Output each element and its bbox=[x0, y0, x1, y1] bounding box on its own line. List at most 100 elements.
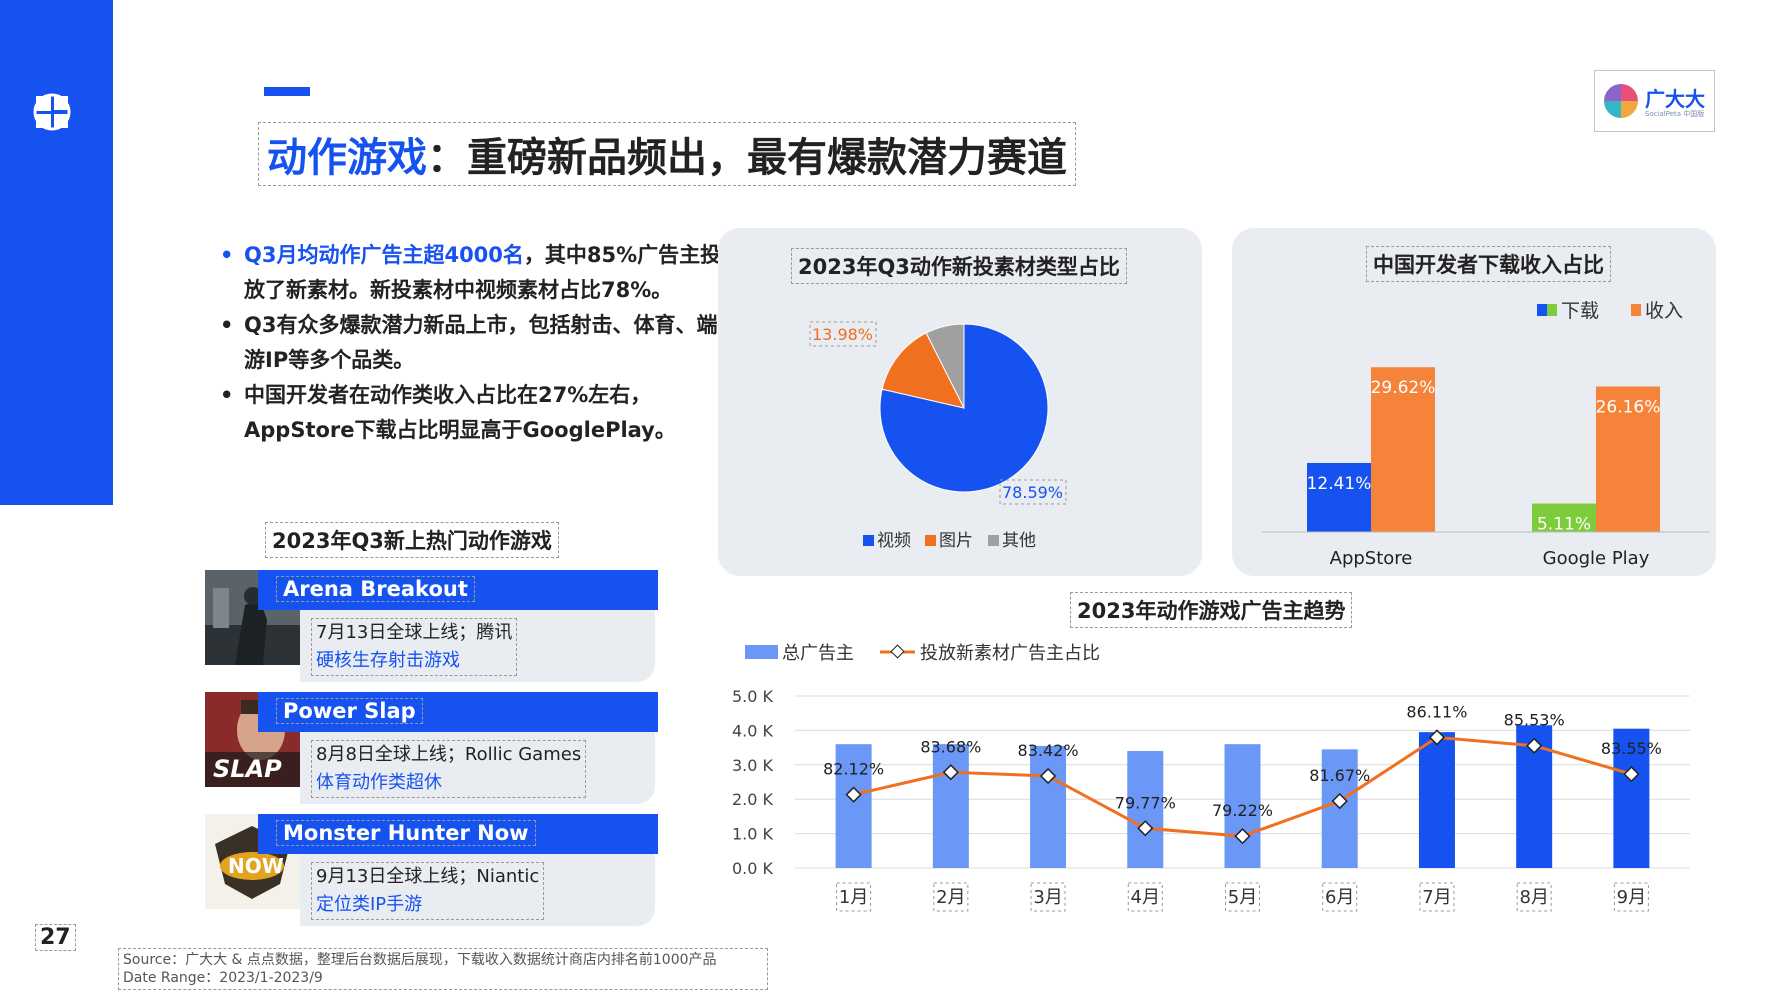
title-highlight: 动作游戏 bbox=[267, 135, 427, 181]
game-name: Monster Hunter Now bbox=[276, 820, 536, 846]
trend-xtick-box bbox=[1419, 882, 1455, 912]
trend-bar bbox=[1030, 745, 1067, 868]
game-launch: 7月13日全球上线；腾讯 bbox=[316, 622, 513, 643]
page-title: 动作游戏 ：重磅新品频出，最有爆款潜力赛道 bbox=[258, 122, 1076, 186]
trend-legend-label: 投放新素材广告主占比 bbox=[920, 643, 1100, 664]
game-info: 8月8日全球上线；Rollic Games 体育动作类超休 bbox=[311, 740, 587, 798]
bar-data-label: 12.41% bbox=[1307, 474, 1372, 494]
game-card-power-slap[interactable]: SLAP Power Slap 8月8日全球上线；Rollic Games 体育… bbox=[205, 692, 658, 804]
trend-marker bbox=[1137, 820, 1154, 837]
pie-legend-label: 其他 bbox=[1002, 531, 1036, 551]
bar-revenue bbox=[1371, 367, 1435, 532]
trend-data-label: 85.53% bbox=[1504, 711, 1565, 730]
trend-data-label: 82.12% bbox=[823, 760, 884, 779]
bar-download bbox=[1532, 503, 1596, 532]
game-name-bar: Arena Breakout bbox=[258, 570, 658, 610]
trend-legend-swatch bbox=[745, 645, 778, 659]
trend-xtick-label: 8月 bbox=[1519, 887, 1548, 908]
trend-xtick-box bbox=[1613, 882, 1649, 912]
bar-title: 中国开发者下载收入占比 bbox=[1366, 246, 1611, 282]
trend-xtick-box bbox=[933, 882, 969, 912]
pie-slice bbox=[881, 332, 965, 409]
pie-data-label: 13.98% bbox=[812, 325, 873, 344]
pie-data-label-box bbox=[999, 479, 1067, 505]
advertiser-trend-chart: 0.0 K 1.0 K 2.0 K 3.0 K 4.0 K 5.0 K 1月 2月 3月 4月 5月… bbox=[732, 643, 1690, 912]
pie-title: 2023年Q3动作新投素材类型占比 bbox=[791, 248, 1127, 284]
brand-logo-icon bbox=[1604, 84, 1638, 118]
bullet-dot-icon: • bbox=[220, 383, 234, 407]
bullet-item: • 中国开发者在动作类收入占比在27%左右，AppStore下载占比明显高于Go… bbox=[214, 378, 734, 448]
bullet-list: • Q3月均动作广告主超4000名，其中85%广告主投放了新素材。新投素材中视频… bbox=[214, 238, 734, 448]
trend-data-label: 83.42% bbox=[1018, 741, 1079, 760]
bullet-text: ，其中85%广告主投放了新素材。新投素材中视频素材占比78%。 bbox=[244, 243, 722, 302]
side-band bbox=[0, 0, 113, 505]
game-genre: 硬核生存射击游戏 bbox=[316, 650, 460, 671]
trend-ytick-label: 3.0 K bbox=[732, 756, 774, 775]
pie-legend-swatch bbox=[925, 535, 936, 546]
trend-bar bbox=[1613, 728, 1650, 868]
game-name-bar: Monster Hunter Now bbox=[258, 814, 658, 854]
pie-legend-swatch bbox=[863, 535, 874, 546]
bar-data-label: 26.16% bbox=[1596, 397, 1661, 417]
trend-marker bbox=[1623, 765, 1640, 783]
game-card-arena-breakout[interactable]: Arena Breakout 7月13日全球上线；腾讯 硬核生存射击游戏 bbox=[205, 570, 658, 682]
bar-legend-swatch bbox=[1631, 304, 1641, 316]
source-note: Source：广大大 & 点点数据，整理后台数据后展现，下载收入数据统计商店内排… bbox=[118, 948, 768, 990]
source-line: Source：广大大 & 点点数据，整理后台数据后展现，下载收入数据统计商店内排… bbox=[123, 952, 717, 968]
bar-category-label: Google Play bbox=[1543, 548, 1650, 569]
trend-ytick-label: 5.0 K bbox=[732, 687, 774, 706]
games-title: 2023年Q3新上热门动作游戏 bbox=[265, 522, 559, 558]
trend-xtick-label: 5月 bbox=[1228, 887, 1257, 908]
game-launch: 8月8日全球上线；Rollic Games bbox=[316, 744, 582, 765]
trend-legend-label: 总广告主 bbox=[782, 643, 854, 664]
trend-ytick-label: 0.0 K bbox=[732, 859, 774, 878]
game-name: Power Slap bbox=[276, 698, 423, 724]
trend-xtick-box bbox=[1516, 882, 1552, 912]
download-revenue-chart: 12.41% 29.62% AppStore 5.11% 26.16% Google Pl… bbox=[1262, 300, 1710, 569]
bullet-dot-icon: • bbox=[220, 243, 234, 267]
bar-download bbox=[1307, 462, 1371, 532]
trend-title: 2023年动作游戏广告主趋势 bbox=[1070, 592, 1353, 628]
trend-ytick-label: 1.0 K bbox=[732, 825, 774, 844]
side-logo-icon bbox=[33, 93, 71, 131]
svg-text:NOW: NOW bbox=[228, 854, 284, 878]
pie-data-label: 78.59% bbox=[1002, 483, 1063, 502]
trend-marker bbox=[942, 764, 959, 781]
game-name-bar: Power Slap bbox=[258, 692, 658, 732]
trend-xtick-label: 9月 bbox=[1617, 887, 1646, 908]
game-name: Arena Breakout bbox=[276, 576, 475, 602]
trend-xtick-label: 2月 bbox=[936, 887, 965, 908]
trend-ytick-label: 2.0 K bbox=[732, 790, 774, 809]
page-number: 27 bbox=[35, 924, 76, 951]
trend-xtick-label: 3月 bbox=[1033, 887, 1062, 908]
trend-bar bbox=[932, 744, 969, 868]
trend-marker bbox=[1039, 767, 1057, 785]
svg-text:SLAP: SLAP bbox=[213, 755, 282, 783]
trend-bar bbox=[1224, 744, 1261, 868]
bar-category-label: AppStore bbox=[1330, 548, 1413, 569]
trend-data-label: 83.55% bbox=[1601, 739, 1662, 758]
trend-ytick-label: 4.0 K bbox=[732, 721, 774, 740]
pie-panel: 2023年Q3动作新投素材类型占比 78.59% 13.98% 视频 图片 其他 bbox=[718, 228, 1202, 576]
pie-legend-label: 图片 bbox=[939, 531, 973, 551]
bar-legend-swatch bbox=[1537, 304, 1547, 316]
pie-legend-label: 视频 bbox=[877, 531, 911, 551]
pie-data-label-box bbox=[809, 321, 877, 347]
brand-sub: SocialPeta 中国版 bbox=[1645, 110, 1705, 118]
bullet-item: • Q3有众多爆款潜力新品上市，包括射击、体育、端游IP等多个品类。 bbox=[214, 308, 734, 378]
trend-data-label: 79.77% bbox=[1115, 793, 1176, 812]
game-info: 9月13日全球上线；Niantic 定位类IP手游 bbox=[311, 862, 545, 920]
download-revenue-panel: 中国开发者下载收入占比 12.41% 29.62% AppStore 5.11% 26.… bbox=[1232, 228, 1716, 576]
trend-xtick-box bbox=[1322, 882, 1358, 912]
trend-xtick-label: 7月 bbox=[1422, 887, 1451, 908]
bar-legend-label: 收入 bbox=[1645, 300, 1683, 322]
trend-bar bbox=[1127, 751, 1164, 868]
pie-slice bbox=[925, 323, 965, 409]
game-genre: 定位类IP手游 bbox=[316, 894, 423, 915]
bullet-text: 中国开发者在动作类收入占比在27%左右，AppStore下载占比明显高于Goog… bbox=[244, 383, 676, 442]
game-info: 7月13日全球上线；腾讯 硬核生存射击游戏 bbox=[311, 618, 518, 676]
date-range-line: Date Range：2023/1-2023/9 bbox=[123, 970, 323, 986]
bullet-text: Q3有众多爆款潜力新品上市，包括射击、体育、端游IP等多个品类。 bbox=[244, 313, 718, 372]
game-card-monster-hunter-now[interactable]: NOW Monster Hunter Now 9月13日全球上线；Niantic… bbox=[205, 814, 658, 926]
trend-marker bbox=[1234, 828, 1251, 845]
